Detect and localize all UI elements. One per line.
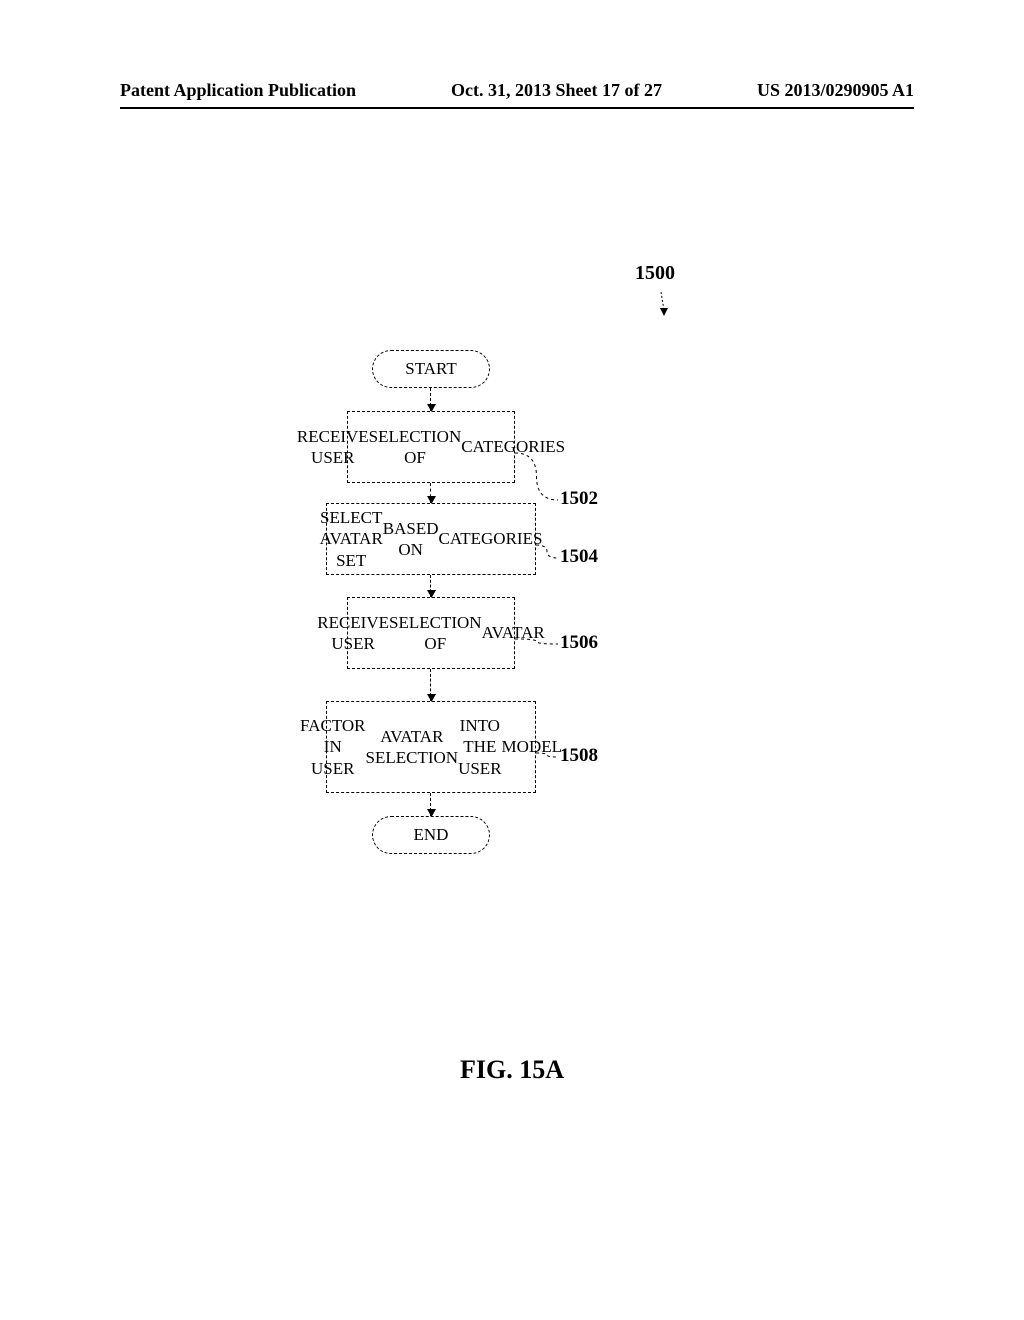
ref-label-1508: 1508 bbox=[560, 745, 598, 767]
arrowhead-icon bbox=[427, 590, 436, 598]
header-center: Oct. 31, 2013 Sheet 17 of 27 bbox=[451, 80, 662, 101]
flow-edge-n2-n3 bbox=[430, 575, 431, 597]
flow-node-n4: FACTOR IN USERAVATAR SELECTIONINTO THE U… bbox=[326, 701, 536, 793]
figure-number-arrow bbox=[658, 292, 670, 321]
ref-label-1502: 1502 bbox=[560, 488, 598, 510]
flow-edge-n1-n2 bbox=[430, 483, 431, 503]
arrowhead-icon bbox=[427, 496, 436, 504]
header-right: US 2013/0290905 A1 bbox=[757, 80, 914, 101]
figure-caption: FIG. 15A bbox=[0, 1055, 1024, 1085]
leader-line-1508 bbox=[536, 750, 564, 762]
leader-line-1504 bbox=[536, 542, 564, 561]
ref-label-1504: 1504 bbox=[560, 546, 598, 568]
arrowhead-icon bbox=[427, 809, 436, 817]
flow-edge-n4-end bbox=[430, 793, 431, 816]
arrowhead-icon bbox=[427, 404, 436, 412]
leader-line-1502 bbox=[515, 450, 564, 503]
flow-edge-n3-n4 bbox=[430, 669, 431, 701]
arrowhead-icon bbox=[427, 694, 436, 702]
flow-node-n2: SELECT AVATAR SETBASED ONCATEGORIES bbox=[326, 503, 536, 575]
flow-node-n3: RECEIVE USERSELECTION OFAVATAR bbox=[347, 597, 515, 669]
flow-node-end: END bbox=[372, 816, 490, 854]
page: Patent Application Publication Oct. 31, … bbox=[0, 0, 1024, 1320]
flow-edge-start-n1 bbox=[430, 388, 431, 411]
ref-label-1506: 1506 bbox=[560, 632, 598, 654]
flow-node-n1: RECEIVE USERSELECTION OFCATEGORIES bbox=[347, 411, 515, 483]
leader-line-1506 bbox=[515, 636, 564, 648]
flow-node-start: START bbox=[372, 350, 490, 388]
page-header: Patent Application Publication Oct. 31, … bbox=[120, 80, 914, 109]
header-left: Patent Application Publication bbox=[120, 80, 356, 101]
figure-number: 1500 bbox=[635, 262, 675, 285]
